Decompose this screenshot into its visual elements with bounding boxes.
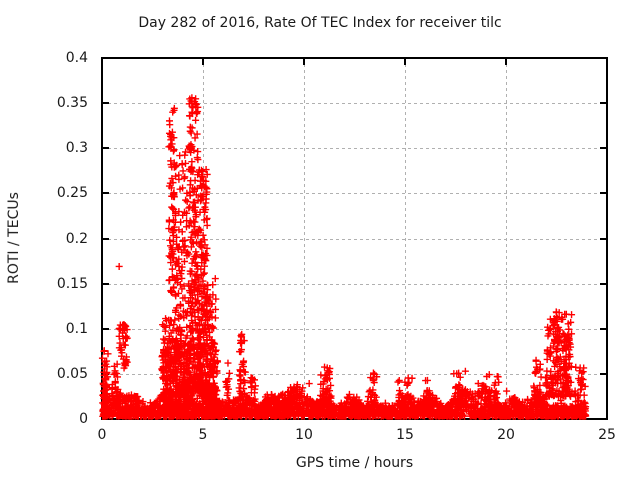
- y-tick-label: 0.05: [56, 365, 88, 382]
- x-tick-label: 25: [598, 427, 616, 443]
- x-tick-label: 20: [497, 427, 515, 443]
- y-tick-label: 0.4: [65, 50, 88, 66]
- y-tick-label: 0.25: [56, 185, 88, 202]
- y-tick-label: 0.15: [56, 275, 88, 292]
- y-tick-label: 0: [79, 411, 88, 427]
- y-tick-label: 0.2: [65, 230, 88, 247]
- y-tick-label: 0.3: [65, 140, 88, 157]
- y-tick-label: 0.1: [65, 320, 88, 337]
- y-tick-label: 0.35: [56, 95, 88, 112]
- x-tick-label: 10: [295, 427, 313, 443]
- x-tick-label: 0: [97, 427, 107, 443]
- x-tick-label: 5: [198, 427, 208, 443]
- chart-title: Day 282 of 2016, Rate Of TEC Index for r…: [138, 15, 502, 31]
- x-tick-label: 15: [396, 427, 414, 443]
- x-axis-label: GPS time / hours: [295, 455, 414, 471]
